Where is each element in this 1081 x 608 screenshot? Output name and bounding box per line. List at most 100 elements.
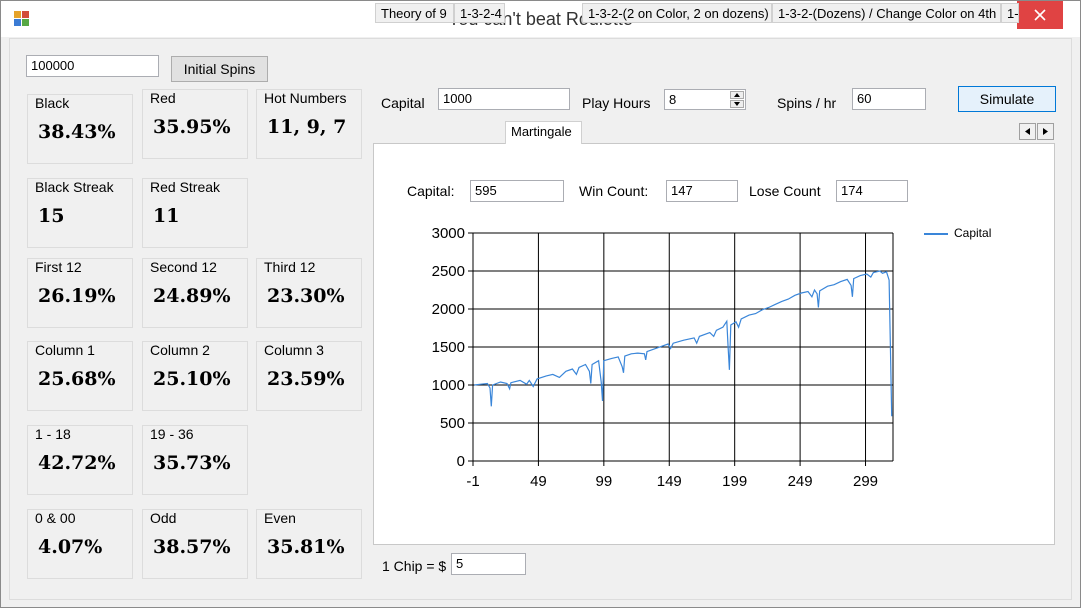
play-hours-label: Play Hours xyxy=(582,95,651,111)
stat-label: First 12 xyxy=(35,259,82,275)
y-tick-label: 3000 xyxy=(432,225,465,242)
legend-line-swatch xyxy=(924,232,948,235)
x-tick-label: 149 xyxy=(657,473,682,490)
stat-card-zeros: 0 & 00 4.07% xyxy=(27,509,133,579)
martingale-tab-page: Capital: 595 Win Count: 147 Lose Count 1… xyxy=(373,143,1055,545)
y-tick-label: 1500 xyxy=(432,339,465,356)
initial-spins-input[interactable]: 100000 xyxy=(26,55,159,77)
stat-label: Red Streak xyxy=(150,179,221,195)
down-arrow-icon xyxy=(734,102,740,106)
x-tick-label: 99 xyxy=(595,473,612,490)
y-tick-label: 2000 xyxy=(432,301,465,318)
stat-label: 0 & 00 xyxy=(35,510,76,526)
stat-label: Even xyxy=(264,510,296,526)
stat-label: 1 - 18 xyxy=(35,426,71,442)
x-tick-label: 49 xyxy=(530,473,547,490)
tab-overflow[interactable]: 1- xyxy=(1001,3,1019,23)
capital-line-chart: 0 500 1000 1500 2000 2500 3000 -1 49 99 149 199 249 2… xyxy=(432,225,894,490)
stat-value: 35.95% xyxy=(153,116,231,138)
app-icon[interactable] xyxy=(14,11,30,27)
stat-label: Black xyxy=(35,95,70,111)
stat-value: 25.68% xyxy=(38,368,116,390)
up-arrow-icon xyxy=(734,93,740,97)
stat-card-third12: Third 12 23.30% xyxy=(256,258,362,328)
stat-value: 42.72% xyxy=(38,452,116,474)
capital-series-line xyxy=(474,270,893,417)
stat-card-col2: Column 2 25.10% xyxy=(142,341,248,411)
stat-value: 4.07% xyxy=(38,536,103,558)
capital-input[interactable]: 1000 xyxy=(438,88,570,110)
stat-value: 24.89% xyxy=(153,285,231,307)
stat-value: 25.10% xyxy=(153,368,231,390)
stat-card-red-streak: Red Streak 11 xyxy=(142,178,248,248)
capital-label: Capital xyxy=(381,95,425,111)
stat-value: 38.43% xyxy=(38,121,116,143)
tab-martingale[interactable]: Martingale xyxy=(505,121,582,144)
tab-1-3-2-dozens-change-color[interactable]: 1-3-2-(Dozens) / Change Color on 4th xyxy=(772,3,1001,23)
stat-value: 35.81% xyxy=(267,536,345,558)
chevron-left-icon xyxy=(1025,128,1030,135)
stat-card-hot: Hot Numbers 11, 9, 7 xyxy=(256,89,362,159)
chip-value-input[interactable]: 5 xyxy=(451,553,526,575)
win-count-value[interactable]: 147 xyxy=(666,180,738,202)
play-hours-stepper[interactable]: 8 xyxy=(664,89,746,110)
tab-scroll-left-button[interactable] xyxy=(1019,123,1036,140)
stat-card-second12: Second 12 24.89% xyxy=(142,258,248,328)
tab-1-3-2-color-dozens[interactable]: 1-3-2-(2 on Color, 2 on dozens) xyxy=(582,3,772,23)
stat-card-black-streak: Black Streak 15 xyxy=(27,178,133,248)
x-tick-label: 199 xyxy=(722,473,747,490)
stat-value: 11, 9, 7 xyxy=(267,116,347,138)
stat-label: Red xyxy=(150,90,176,106)
initial-spins-button[interactable]: Initial Spins xyxy=(171,56,268,82)
stat-label: Third 12 xyxy=(264,259,316,275)
stepper-up-button[interactable] xyxy=(730,91,744,99)
stat-label: Hot Numbers xyxy=(264,90,347,106)
stat-value: 15 xyxy=(38,205,65,227)
stat-value: 23.59% xyxy=(267,368,345,390)
simulate-button[interactable]: Simulate xyxy=(958,86,1056,112)
result-capital-value[interactable]: 595 xyxy=(470,180,564,202)
legend-label: Capital xyxy=(954,226,992,240)
stat-card-odd: Odd 38.57% xyxy=(142,509,248,579)
result-capital-label: Capital: xyxy=(407,183,455,199)
stat-value: 35.73% xyxy=(153,452,231,474)
close-icon xyxy=(1034,9,1046,21)
tab-theory-of-9[interactable]: Theory of 9 xyxy=(375,3,454,23)
stat-value: 26.19% xyxy=(38,285,116,307)
chart-legend: Capital xyxy=(924,226,991,240)
stat-card-col3: Column 3 23.59% xyxy=(256,341,362,411)
stat-card-low: 1 - 18 42.72% xyxy=(27,425,133,495)
lose-count-label: Lose Count xyxy=(749,183,821,199)
chip-label: 1 Chip = $ xyxy=(382,558,447,574)
x-tick-label: 249 xyxy=(788,473,813,490)
stat-card-even: Even 35.81% xyxy=(256,509,362,579)
stat-card-high: 19 - 36 35.73% xyxy=(142,425,248,495)
y-tick-label: 500 xyxy=(440,415,465,432)
y-tick-label: 0 xyxy=(457,453,465,470)
x-tick-label: 299 xyxy=(853,473,878,490)
stat-label: Black Streak xyxy=(35,179,114,195)
win-count-label: Win Count: xyxy=(579,183,649,199)
spins-per-hour-input[interactable]: 60 xyxy=(852,88,926,110)
stat-value: 11 xyxy=(153,205,180,227)
x-tick-label: -1 xyxy=(466,473,479,490)
stat-label: 19 - 36 xyxy=(150,426,194,442)
stat-card-first12: First 12 26.19% xyxy=(27,258,133,328)
tab-1-3-2-4[interactable]: 1-3-2-4 xyxy=(454,3,505,23)
stat-card-black: Black 38.43% xyxy=(27,94,133,164)
stat-label: Odd xyxy=(150,510,177,526)
y-tick-label: 1000 xyxy=(432,377,465,394)
stat-card-col1: Column 1 25.68% xyxy=(27,341,133,411)
stat-label: Column 1 xyxy=(35,342,95,358)
y-tick-label: 2500 xyxy=(432,263,465,280)
lose-count-value[interactable]: 174 xyxy=(836,180,908,202)
tab-scroll-right-button[interactable] xyxy=(1037,123,1054,140)
stepper-down-button[interactable] xyxy=(730,100,744,108)
stat-label: Column 2 xyxy=(150,342,210,358)
chevron-right-icon xyxy=(1043,128,1048,135)
stat-label: Column 3 xyxy=(264,342,324,358)
play-hours-value: 8 xyxy=(669,92,677,107)
close-button[interactable] xyxy=(1017,1,1063,29)
stat-value: 23.30% xyxy=(267,285,345,307)
